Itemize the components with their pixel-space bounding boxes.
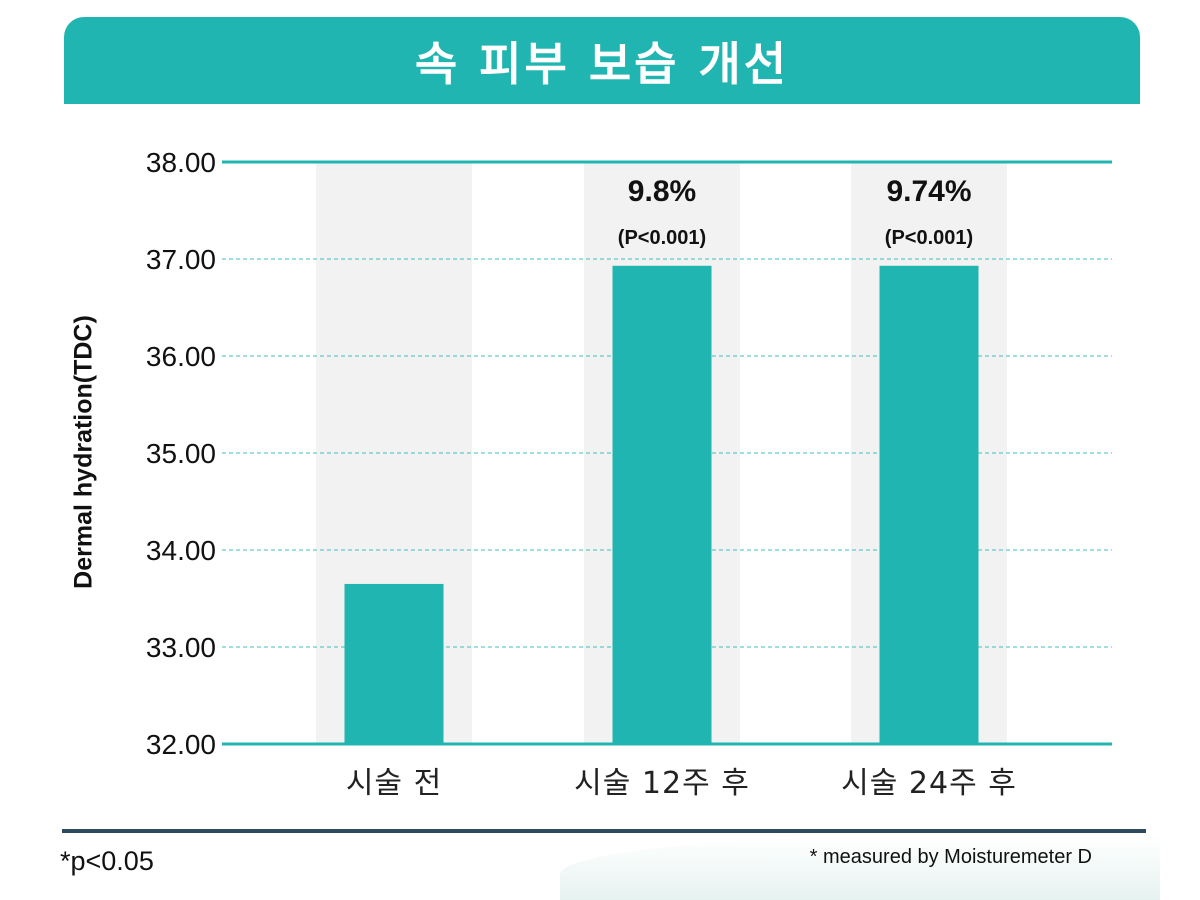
x-tick-label: 시술 12주 후 bbox=[574, 766, 750, 801]
bar bbox=[879, 265, 979, 744]
percent-label: 9.8% bbox=[628, 175, 696, 208]
y-tick-label: 36.00 bbox=[146, 341, 216, 372]
y-tick-label: 37.00 bbox=[146, 244, 216, 275]
p-value-label: (P<0.001) bbox=[618, 227, 706, 249]
y-tick-label: 35.00 bbox=[146, 438, 216, 469]
bar-chart: 38.00 37.00 36.00 35.00 34.00 33.00 32.00 9.8% (… bbox=[146, 147, 1112, 801]
percent-label: 9.74% bbox=[886, 175, 971, 208]
significance-footnote: *p<0.05 bbox=[60, 846, 154, 876]
y-tick-label: 32.00 bbox=[146, 729, 216, 760]
y-tick-label: 33.00 bbox=[146, 632, 216, 663]
title-banner: 속 피부 보습 개선 bbox=[64, 17, 1140, 104]
footer-rule bbox=[62, 829, 1146, 833]
y-tick-label: 34.00 bbox=[146, 535, 216, 566]
p-value-label: (P<0.001) bbox=[885, 227, 973, 249]
x-tick-label: 시술 전 bbox=[346, 766, 442, 801]
x-tick-label: 시술 24주 후 bbox=[841, 766, 1017, 801]
chart-title: 속 피부 보습 개선 bbox=[414, 36, 790, 91]
measurement-footnote: * measured by Moisturemeter D bbox=[809, 846, 1092, 868]
bar bbox=[344, 583, 444, 744]
y-tick-label: 38.00 bbox=[146, 147, 216, 178]
bar bbox=[612, 265, 712, 744]
